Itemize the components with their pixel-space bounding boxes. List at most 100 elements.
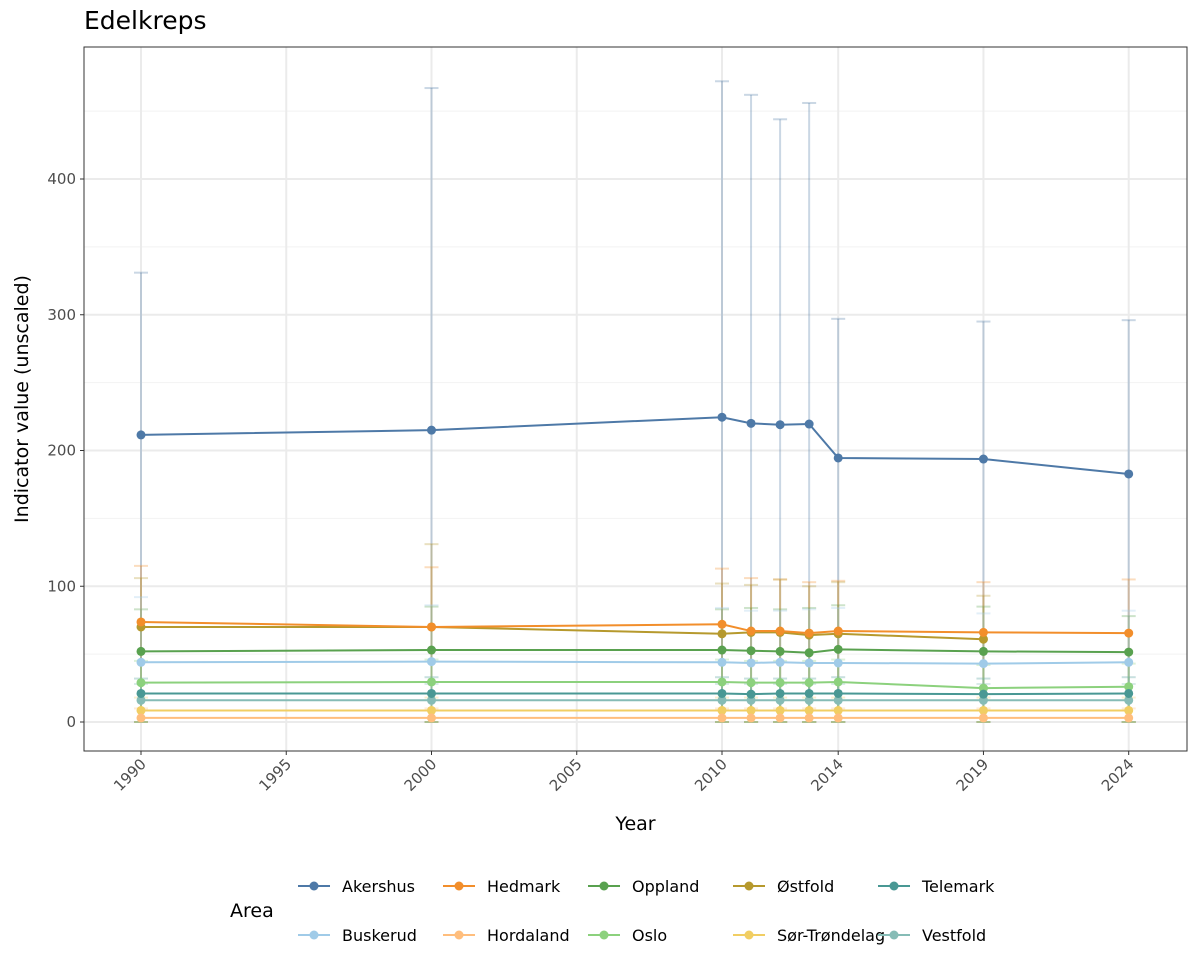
- data-point: [717, 412, 727, 422]
- data-point: [804, 705, 814, 715]
- legend-label: Buskerud: [342, 925, 417, 945]
- legend-label: Oppland: [632, 876, 700, 896]
- legend-item: Oppland: [588, 876, 699, 896]
- data-point: [746, 705, 756, 715]
- legend-item: Telemark: [878, 876, 994, 896]
- data-point: [978, 713, 988, 723]
- data-point: [136, 695, 146, 705]
- legend-item: Hedmark: [443, 876, 560, 896]
- legend-item: Oslo: [588, 925, 667, 945]
- x-tick-label: 1990: [110, 755, 150, 795]
- data-point: [1124, 469, 1134, 479]
- data-point: [804, 713, 814, 723]
- data-point: [1124, 628, 1134, 638]
- data-point: [746, 678, 756, 688]
- data-point: [978, 705, 988, 715]
- legend-label: Sør-Trøndelag: [777, 925, 886, 945]
- legend-key-icon: [878, 881, 910, 891]
- data-point: [427, 688, 436, 698]
- x-axis-label: Year: [614, 813, 655, 835]
- data-point: [833, 644, 843, 654]
- data-point: [833, 713, 843, 723]
- series-line-Østfold: [141, 625, 984, 641]
- legend-key-icon: [588, 881, 620, 891]
- data-point: [136, 646, 146, 656]
- data-point: [833, 677, 843, 687]
- data-point: [833, 453, 843, 463]
- legend-key-icon: [298, 881, 330, 891]
- data-point: [717, 713, 727, 723]
- data-point: [1124, 657, 1134, 667]
- x-tick-label: 2005: [546, 755, 586, 795]
- data-point: [775, 646, 785, 656]
- data-point: [717, 657, 727, 667]
- data-point: [746, 689, 756, 699]
- data-point: [1124, 713, 1134, 723]
- data-point: [427, 677, 436, 687]
- x-tick-label: 1995: [255, 755, 295, 795]
- data-point: [136, 688, 146, 698]
- legend-key-icon: [878, 930, 910, 940]
- legend-title: Area: [230, 900, 274, 922]
- y-tick-label: 400: [47, 170, 76, 188]
- data-point: [804, 648, 814, 658]
- data-point: [804, 628, 814, 638]
- legend-label: Akershus: [342, 876, 416, 896]
- data-point: [833, 705, 843, 715]
- data-point: [1124, 682, 1134, 692]
- data-point: [136, 678, 146, 688]
- data-point: [746, 713, 756, 723]
- legend-key-icon: [443, 881, 475, 891]
- data-point: [978, 659, 988, 669]
- x-tick-label: 2010: [691, 755, 731, 795]
- y-tick-label: 200: [47, 442, 76, 460]
- legend-item: Vestfold: [878, 925, 986, 945]
- legend-key-icon: [733, 930, 765, 940]
- legend-item: Akershus: [298, 876, 415, 896]
- data-point: [804, 419, 814, 429]
- y-tick-label: 300: [47, 306, 76, 324]
- data-point: [978, 627, 988, 637]
- data-point: [717, 677, 727, 687]
- data-point: [136, 430, 146, 440]
- legend-label: Østfold: [777, 876, 835, 896]
- x-tick-label: 2024: [1098, 755, 1138, 795]
- x-tick-label: 2019: [953, 755, 993, 795]
- data-point: [775, 713, 785, 723]
- data-point: [775, 695, 785, 705]
- data-point: [978, 646, 988, 656]
- legend-label: Telemark: [922, 876, 995, 896]
- y-tick-label: 0: [66, 713, 76, 731]
- data-point: [717, 629, 727, 639]
- data-point: [427, 657, 436, 667]
- data-point: [1124, 705, 1134, 715]
- data-point: [833, 626, 843, 636]
- chart-title: Edelkreps: [84, 6, 207, 35]
- data-point: [427, 425, 436, 435]
- data-point: [746, 418, 756, 428]
- data-point: [136, 713, 146, 723]
- data-point: [833, 658, 843, 668]
- plot-border: [83, 46, 1188, 752]
- data-point: [717, 645, 727, 655]
- data-point: [775, 688, 785, 698]
- legend-label: Hedmark: [487, 876, 561, 896]
- data-point: [136, 705, 146, 715]
- data-point: [427, 622, 436, 632]
- data-point: [427, 695, 436, 705]
- data-point: [1124, 695, 1134, 705]
- y-axis-label: Indicator value (unscaled): [11, 275, 33, 523]
- data-point: [978, 634, 988, 644]
- legend-item: Østfold: [733, 876, 834, 896]
- data-point: [1124, 688, 1134, 698]
- data-point: [775, 626, 785, 636]
- legend-item: Buskerud: [298, 925, 417, 945]
- data-point: [1124, 647, 1134, 657]
- data-point: [775, 657, 785, 667]
- data-point: [746, 646, 756, 656]
- y-tick-label: 100: [47, 577, 76, 595]
- legend-key-icon: [443, 930, 475, 940]
- data-point: [775, 678, 785, 688]
- legend-label: Hordaland: [487, 925, 570, 945]
